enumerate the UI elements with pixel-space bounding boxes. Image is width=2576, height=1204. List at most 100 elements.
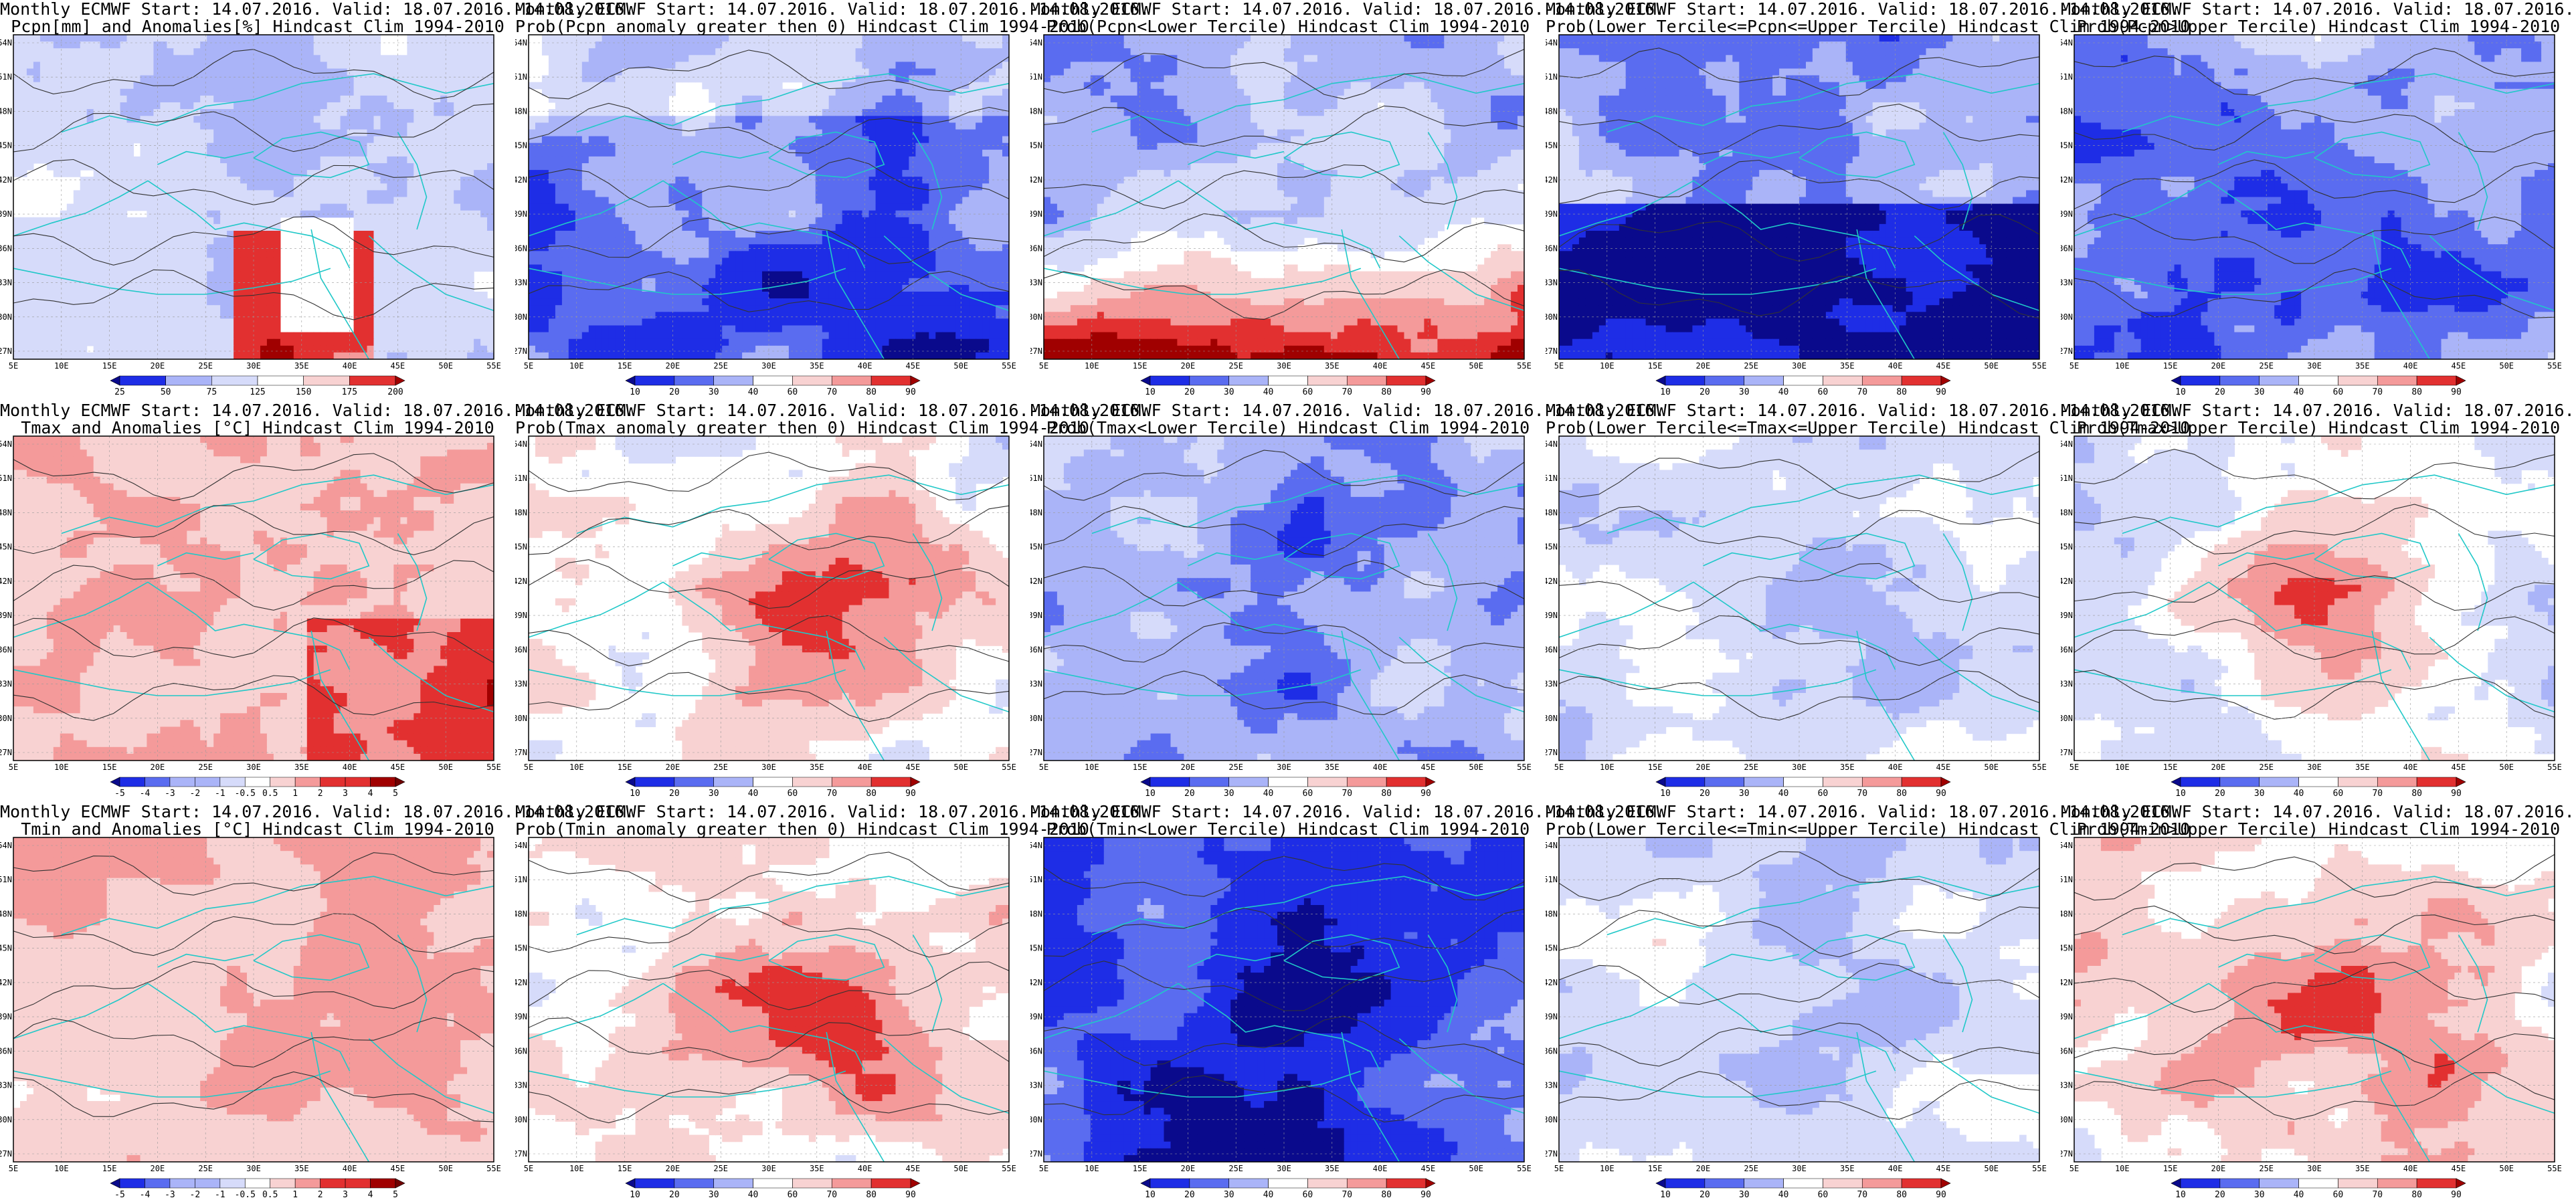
lon-tick-label: 15E — [102, 361, 117, 371]
colorbar-swatch — [1861, 777, 1902, 787]
lon-tick-label: 5E — [1554, 763, 1564, 772]
lat-tick-label: 48N — [515, 508, 527, 517]
colorbar-swatch — [2180, 375, 2221, 386]
lon-tick-label: 15E — [618, 361, 632, 371]
map-panel-tmax-anom: Monthly ECMWF Start: 14.07.2016. Valid: … — [0, 401, 634, 803]
colorbar-swatch — [792, 777, 832, 787]
lon-tick-label: 35E — [2355, 361, 2370, 371]
lat-tick-label: 45N — [1546, 542, 1558, 552]
lat-tick-label: 36N — [515, 645, 527, 654]
colorbar-tick-label: 70 — [1857, 1190, 1867, 1200]
lon-tick-label: 30E — [246, 1164, 261, 1173]
lat-tick-label: 33N — [0, 1081, 12, 1090]
colorbar: 10 20 30 40 60 70 80 90 — [1655, 1178, 1951, 1200]
shaded-field — [529, 837, 1009, 1162]
lon-tick-label: 30E — [2307, 361, 2322, 371]
lon-tick-label: 35E — [810, 361, 824, 371]
colorbar: 10 20 30 40 60 70 80 90 — [2171, 375, 2466, 397]
shaded-field — [529, 35, 1009, 359]
colorbar-swatch — [370, 777, 396, 787]
lon-tick-label: 50E — [1469, 763, 1483, 772]
lat-tick-label: 39N — [0, 1012, 12, 1021]
colorbar-swatch — [345, 777, 371, 787]
colorbar-swatch — [634, 1178, 675, 1189]
lat-tick-label: 36N — [2061, 645, 2073, 654]
lat-tick-label: 39N — [1546, 1012, 1558, 1021]
colorbar-swatch — [211, 375, 258, 386]
lat-tick-label: 30N — [515, 312, 527, 322]
lat-tick-label: 54N — [2061, 841, 2073, 850]
lat-tick-label: 42N — [2061, 175, 2073, 185]
lon-tick-label: 55E — [1517, 1164, 1532, 1173]
lon-tick-label: 50E — [1469, 1164, 1483, 1173]
colorbar-swatch — [395, 375, 405, 386]
colorbar-tick-label: 0.5 — [262, 1190, 278, 1200]
graticule — [1558, 837, 2040, 1162]
lon-tick-label: 15E — [618, 763, 632, 772]
lon-tick-label: 15E — [2163, 1164, 2178, 1173]
lat-tick-label: 39N — [1030, 209, 1042, 219]
lon-tick-label: 30E — [1277, 763, 1291, 772]
lon-tick-label: 15E — [1133, 763, 1147, 772]
lon-tick-label: 50E — [953, 361, 968, 371]
lat-tick-label: 54N — [1030, 38, 1042, 47]
coastline-lines — [1559, 876, 2039, 1162]
lon-tick-label: 50E — [2499, 763, 2514, 772]
colorbar: -5 -4 -3 -2 -1 -0.5 0.5 1 2 3 4 5 — [110, 1178, 405, 1200]
colorbar-swatch — [1425, 1178, 1436, 1189]
panel-title-line2: Tmax and Anomalies [°C] Hindcast Clim 19… — [0, 419, 515, 437]
graticule — [1043, 436, 1525, 761]
panel-title-line2: Tmin and Anomalies [°C] Hindcast Clim 19… — [0, 820, 515, 839]
graticule — [1558, 436, 2040, 761]
colorbar-tick-label: 30 — [2254, 789, 2265, 799]
colorbar-swatch — [244, 1178, 271, 1189]
panel-title-line2: Prob(Tmax>Upper Tercile) Hindcast Clim 1… — [2061, 419, 2576, 437]
lon-tick-label: 45E — [2452, 763, 2466, 772]
colorbar-swatch — [1307, 777, 1348, 787]
lat-tick-label: 45N — [515, 141, 527, 150]
colorbar-tick-label: 40 — [2294, 1190, 2304, 1200]
lat-tick-label: 51N — [515, 875, 527, 884]
lat-tick-label: 48N — [1546, 909, 1558, 918]
lon-tick-label: 5E — [1039, 763, 1048, 772]
colorbar-tick-label: 30 — [1224, 387, 1234, 397]
lon-tick-label: 55E — [1002, 763, 1016, 772]
lon-tick-label: 20E — [2211, 361, 2226, 371]
colorbar-swatch — [110, 1178, 120, 1189]
lat-tick-label: 39N — [0, 209, 12, 219]
panel-title-line1: Monthly ECMWF Start: 14.07.2016. Valid: … — [2061, 401, 2576, 420]
colorbar-tick-label: 90 — [905, 1190, 916, 1200]
lat-tick-label: 54N — [1546, 439, 1558, 449]
colorbar-tick-label: 90 — [1936, 1190, 1946, 1200]
colorbar-swatch — [1940, 375, 1951, 386]
lat-tick-label: 33N — [2061, 278, 2073, 288]
lon-tick-label: 5E — [524, 763, 533, 772]
colorbar-swatch — [270, 1178, 296, 1189]
colorbar-swatch — [395, 1178, 405, 1189]
lon-tick-label: 55E — [2547, 1164, 2562, 1173]
map-panel-pcpn-mid: Monthly ECMWF Start: 14.07.2016. Valid: … — [1546, 0, 2190, 401]
colorbar-tick-label: 20 — [669, 1190, 680, 1200]
lat-tick-label: 27N — [1030, 346, 1042, 356]
colorbar-swatch — [1783, 375, 1823, 386]
lat-tick-label: 27N — [1030, 1149, 1042, 1159]
colorbar: 10 20 30 40 60 70 80 90 — [1140, 777, 1436, 799]
lon-tick-label: 50E — [953, 763, 968, 772]
colorbar-tick-label: -3 — [165, 1190, 175, 1200]
lat-tick-label: 36N — [0, 645, 12, 654]
coastline-lines — [529, 876, 1009, 1162]
lon-tick-label: 45E — [906, 763, 921, 772]
colorbar-swatch — [1189, 1178, 1230, 1189]
colorbar-tick-label: 175 — [342, 387, 357, 397]
colorbar-swatch — [831, 777, 872, 787]
lat-tick-label: 39N — [2061, 209, 2073, 219]
lat-tick-label: 42N — [2061, 978, 2073, 987]
lon-tick-label: 20E — [666, 361, 680, 371]
colorbar-swatch — [1704, 777, 1745, 787]
lat-tick-label: 33N — [0, 680, 12, 689]
colorbar-swatch — [2298, 1178, 2338, 1189]
colorbar-swatch — [1149, 375, 1190, 386]
colorbar: 10 20 30 40 60 70 80 90 — [1655, 777, 1951, 799]
colorbar-swatch — [320, 1178, 346, 1189]
colorbar-tick-label: 90 — [1420, 1190, 1431, 1200]
